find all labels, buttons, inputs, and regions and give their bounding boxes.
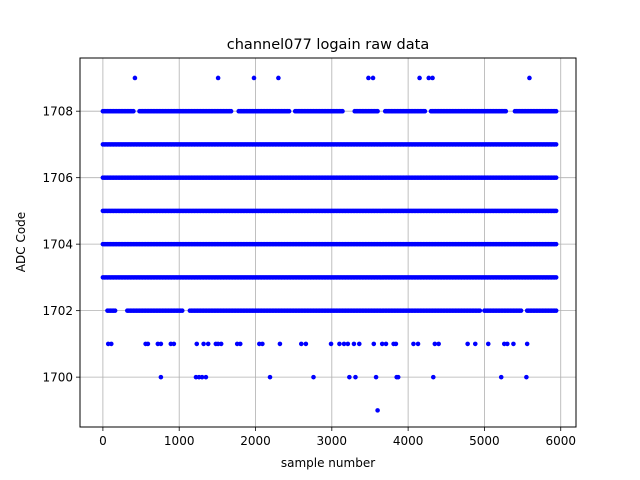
data-point <box>228 108 234 114</box>
data-point <box>131 108 136 114</box>
x-tick-label: 5000 <box>469 434 500 448</box>
data-point <box>345 341 351 347</box>
y-tick-label: 1706 <box>42 171 73 185</box>
data-point <box>417 75 422 81</box>
data-point <box>201 341 206 347</box>
data-point <box>311 374 316 380</box>
data-point <box>505 341 510 347</box>
data-point <box>341 341 347 347</box>
y-axis-ticks: 1700 1702 1704 1706 1708 <box>42 105 80 385</box>
data-point <box>298 341 304 347</box>
data-point <box>431 374 436 380</box>
chart-title: channel077 logain raw data <box>227 37 429 53</box>
data-point <box>112 308 118 313</box>
data-point <box>340 108 345 114</box>
data-point <box>356 341 362 347</box>
data-point <box>194 341 200 347</box>
plot-area-frame <box>79 57 577 428</box>
data-point <box>370 75 376 81</box>
data-point <box>218 341 224 347</box>
data-point <box>145 341 151 347</box>
data-point <box>477 308 483 313</box>
data-point <box>511 341 516 347</box>
data-point <box>375 108 380 114</box>
data-point <box>132 75 138 81</box>
x-tick-label: 3000 <box>317 434 348 448</box>
x-axis-ticks: 0 1000 2000 3000 4000 5000 6000 <box>99 427 576 448</box>
x-tick-label: 6000 <box>545 434 576 448</box>
data-point <box>432 341 438 347</box>
data-point <box>108 341 114 347</box>
data-point <box>158 374 164 380</box>
data-point <box>237 341 243 347</box>
data-point <box>286 108 292 114</box>
data-point <box>553 142 559 147</box>
data-point <box>411 341 416 347</box>
data-point <box>260 341 265 347</box>
data-point <box>353 374 358 380</box>
y-tick-label: 1704 <box>42 238 73 252</box>
data-point <box>375 408 380 413</box>
data-point <box>553 241 559 247</box>
x-tick-label: 1000 <box>164 434 195 448</box>
data-point <box>527 75 532 81</box>
data-point <box>276 75 281 81</box>
data-point <box>553 308 559 313</box>
data-point <box>430 75 435 81</box>
data-point <box>553 175 559 180</box>
x-axis-label: sample number <box>281 456 375 470</box>
data-point <box>472 341 478 347</box>
data-point <box>303 341 309 347</box>
data-point <box>251 75 257 81</box>
data-point <box>351 341 357 347</box>
data-point <box>171 341 177 347</box>
data-point <box>267 374 273 380</box>
data-point <box>205 341 211 347</box>
data-point <box>393 341 399 347</box>
y-tick-label: 1702 <box>42 304 73 318</box>
y-axis-label: ADC Code <box>14 212 28 272</box>
x-tick-label: 4000 <box>393 434 424 448</box>
data-point <box>383 341 389 347</box>
data-point <box>179 308 185 313</box>
y-tick-label: 1708 <box>42 105 73 119</box>
data-point <box>553 108 559 114</box>
data-point <box>518 308 524 313</box>
data-point <box>524 341 530 347</box>
data-point <box>373 374 379 380</box>
data-point <box>215 75 221 81</box>
x-tick-label: 0 <box>99 434 107 448</box>
data-point <box>503 108 509 114</box>
data-point <box>426 75 432 81</box>
data-point <box>277 341 283 347</box>
data-point <box>422 108 428 114</box>
data-point <box>415 341 421 347</box>
data-point <box>366 75 371 81</box>
data-point <box>199 374 205 380</box>
data-point <box>395 374 401 380</box>
data-point <box>337 341 342 347</box>
y-tick-label: 1700 <box>42 371 73 385</box>
data-point <box>328 341 334 347</box>
x-tick-label: 2000 <box>240 434 271 448</box>
data-point <box>371 341 377 347</box>
data-point <box>347 374 352 380</box>
data-point <box>465 341 470 347</box>
data-point <box>485 341 491 347</box>
data-point <box>553 208 559 214</box>
data-point <box>158 341 164 347</box>
data-point <box>203 374 209 380</box>
data-point <box>498 374 504 380</box>
data-point <box>553 275 559 280</box>
data-point <box>524 374 529 380</box>
data-point <box>436 341 441 347</box>
data-points <box>100 75 559 413</box>
data-point <box>379 341 385 347</box>
